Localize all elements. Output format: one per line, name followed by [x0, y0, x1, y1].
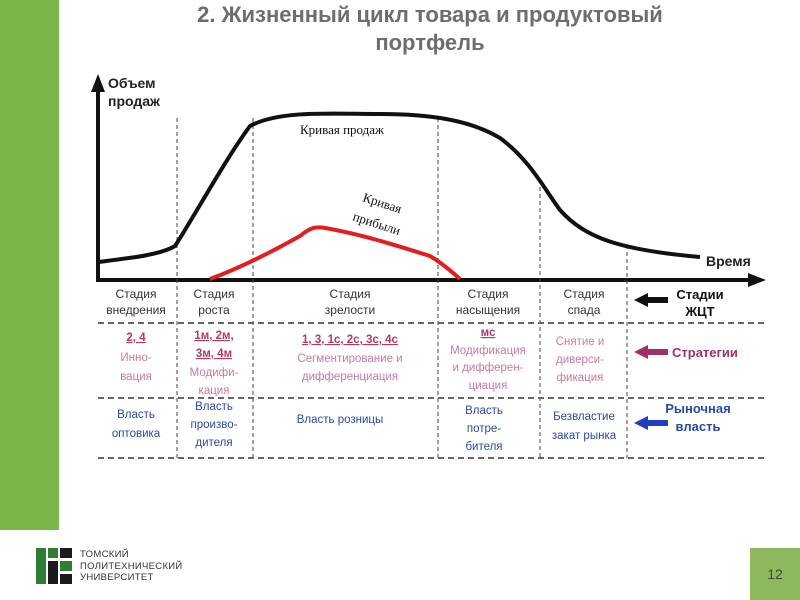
row-label-strategies-text: Стратегии [672, 345, 738, 360]
row-label-power: Рыночная власть [634, 401, 731, 434]
power-1-line2: оптовика [112, 428, 161, 440]
strategy-3-line1: Сегментирование и [297, 353, 402, 365]
university-logo-icon [36, 548, 72, 584]
strategy-4-line1: Модификация [450, 345, 526, 357]
strategy-1-code: 2, 4 [126, 332, 146, 344]
power-1-line1: Власть [117, 409, 155, 421]
stage-5-line2: спада [568, 303, 601, 317]
power-2-line2: произво- [191, 419, 238, 431]
strategy-5-line2: диверси- [556, 354, 604, 366]
stage-1-line2: внедрения [106, 303, 166, 317]
university-name-line3: УНИВЕРСИТЕТ [80, 572, 154, 583]
strategies-arrow-icon [634, 345, 668, 359]
page-number-box: 12 [750, 548, 800, 600]
power-2-line1: Власть [195, 401, 233, 413]
page-number: 12 [767, 566, 783, 582]
strategy-4-line3: циация [469, 380, 508, 392]
slide-title-line1: 2. Жизненный цикл товара и продуктовый [197, 2, 663, 27]
stage-1-line1: Стадия [116, 287, 157, 301]
sales-curve [97, 111, 701, 264]
strategy-2-code: 1м, 2м, [194, 330, 233, 342]
stage-4-line1: Стадия [468, 287, 509, 301]
strategy-2-code2: 3м, 4м [196, 348, 232, 360]
stage-5-line1: Стадия [564, 287, 605, 301]
row-label-strategies: Стратегии [634, 345, 738, 360]
strategy-4-code: мс [481, 327, 496, 339]
power-5-line2: закат рынка [552, 430, 617, 442]
row-label-stages-line1: Стадии [676, 287, 723, 302]
x-axis-arrow-icon [748, 273, 766, 287]
power-4-line2: потре- [467, 423, 501, 435]
strategy-4-line2: и дифферен- [452, 362, 523, 374]
stage-3-line1: Стадия [330, 287, 371, 301]
y-axis-label-line1: Объем [108, 75, 156, 91]
stage-2-line1: Стадия [194, 287, 235, 301]
row-label-stages: Стадии ЖЦТ [634, 287, 724, 319]
left-accent-bar [0, 0, 59, 530]
stage-dividers [176, 118, 628, 458]
strategy-3-code: 1, 3, 1с, 2с, 3с, 4с [302, 334, 399, 346]
x-axis-label: Время [706, 253, 751, 269]
row-separators [98, 322, 765, 459]
row-label-power-line2: власть [676, 419, 721, 434]
power-5-line1: Безвластие [553, 411, 615, 423]
strategy-3-line2: дифференциация [302, 371, 398, 383]
power-4-line1: Власть [465, 405, 503, 417]
row-label-stages-line2: ЖЦТ [684, 304, 714, 319]
strategy-1-line1: Инно- [120, 352, 151, 364]
university-name: ТОМСКИЙ ПОЛИТЕХНИЧЕСКИЙ УНИВЕРСИТЕТ [80, 549, 183, 584]
power-4-line3: бителя [465, 441, 502, 453]
power-3-line1: Власть розницы [297, 414, 384, 426]
stage-4-line2: насыщения [456, 303, 520, 317]
strategy-5-line3: фикация [557, 372, 604, 384]
y-axis-label-line2: продаж [108, 93, 161, 109]
power-arrow-icon [634, 416, 668, 430]
strategy-1-line2: вация [120, 371, 152, 383]
slide-title-line2: портфель [375, 30, 485, 55]
stages-arrow-icon [634, 293, 668, 307]
strategy-5-line1: Снятие и [556, 336, 605, 348]
university-name-line1: ТОМСКИЙ [80, 549, 129, 560]
university-name-line2: ПОЛИТЕХНИЧЕСКИЙ [80, 560, 183, 572]
row-label-power-line1: Рыночная [665, 401, 730, 416]
strategy-2-line1: Модифи- [190, 367, 239, 379]
strategy-2-line2: кация [199, 385, 230, 397]
stage-3-line2: зрелости [325, 303, 375, 317]
y-axis-arrow-icon [91, 74, 105, 92]
sales-curve-label: Кривая продаж [300, 122, 385, 137]
profit-curve [209, 225, 462, 281]
stage-2-line2: роста [198, 303, 230, 317]
power-2-line3: дителя [195, 437, 232, 449]
